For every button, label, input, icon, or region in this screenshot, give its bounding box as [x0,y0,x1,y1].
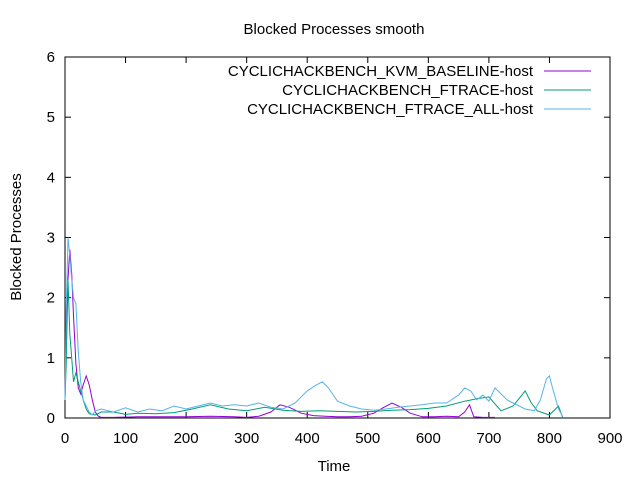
x-tick-label: 500 [355,430,380,447]
axis-ticks: 0 100 200 300 400 500 600 700 800 900 0 1 2 3 4 5 6 [47,49,623,447]
y-tick-label: 5 [47,109,55,126]
legend: CYCLICHACKBENCH_KVM_BASELINE-host CYCLICH… [228,63,591,118]
y-tick-label: 2 [47,290,55,307]
y-axis-label: Blocked Processes [8,173,25,301]
legend-label-2: CYCLICHACKBENCH_FTRACE-host [282,82,534,99]
y-tick-label: 6 [47,49,55,66]
x-tick-label: 100 [113,430,138,447]
legend-label-3: CYCLICHACKBENCH_FTRACE_ALL-host [247,101,534,118]
x-tick-label: 200 [174,430,199,447]
x-tick-label: 300 [234,430,259,447]
x-tick-label: 600 [416,430,441,447]
x-tick-label: 0 [61,430,69,447]
y-tick-label: 4 [47,169,55,186]
y-tick-label: 3 [47,230,55,247]
series-line-1 [64,249,495,418]
y-tick-label: 1 [47,350,55,367]
chart-title: Blocked Processes smooth [244,21,425,38]
series-line-2 [64,279,564,419]
legend-label-1: CYCLICHACKBENCH_KVM_BASELINE-host [228,63,534,80]
y-tick-label: 0 [47,410,55,427]
series-line-3 [64,237,564,418]
x-tick-label: 700 [476,430,501,447]
x-tick-label: 400 [295,430,320,447]
series-layer [64,237,564,419]
x-axis-label: Time [318,458,351,475]
x-tick-label: 800 [537,430,562,447]
x-tick-label: 900 [597,430,622,447]
